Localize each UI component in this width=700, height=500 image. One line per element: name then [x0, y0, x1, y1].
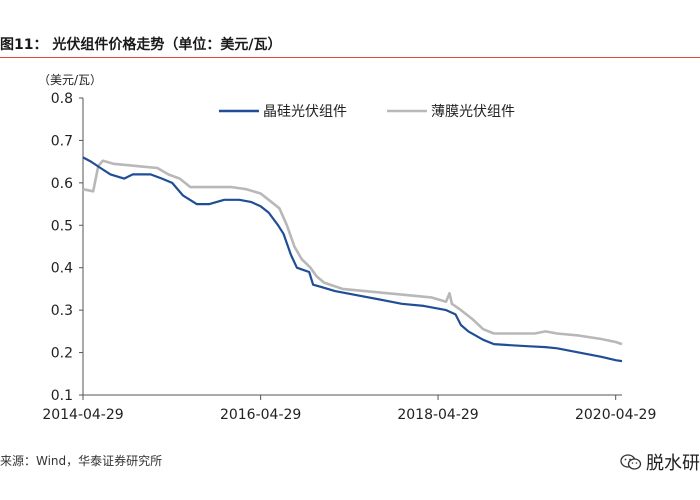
y-tick-label: 0.6: [51, 176, 73, 192]
y-tick-label: 0.4: [51, 261, 73, 277]
figure-title: 图11： 光伏组件价格走势（单位：美元/瓦）: [0, 37, 282, 53]
x-tick-label: 2014-04-29: [42, 407, 123, 423]
x-tick-label: 2016-04-29: [220, 407, 301, 423]
watermark: 脱水研: [620, 450, 700, 474]
y-tick-label: 0.8: [51, 91, 73, 107]
x-tick-label: 2020-04-29: [575, 407, 656, 423]
y-tick-label: 0.5: [51, 218, 73, 234]
series-line: [82, 159, 623, 346]
price-trend-chart: 0.1 0.2 0.3 0.4 0.5 0.6 0.7 0.8 （美元/瓦） 2014-04-29…: [38, 73, 656, 423]
title-divider: [0, 57, 700, 58]
y-tick-label: 0.2: [51, 346, 73, 362]
series-line: [82, 156, 623, 363]
x-tick-label: 2018-04-29: [397, 407, 478, 423]
watermark-text: 脱水研: [646, 453, 700, 474]
wechat-icon: [620, 454, 642, 470]
y-tick-label: 0.7: [51, 133, 73, 149]
y-tick-label: 0.3: [51, 303, 73, 319]
legend-label: 晶硅光伏组件: [263, 104, 347, 120]
legend-label: 薄膜光伏组件: [431, 104, 515, 120]
y-axis-label: （美元/瓦）: [38, 73, 102, 87]
figure-header: 图11： 光伏组件价格走势（单位：美元/瓦）: [0, 0, 700, 58]
y-tick-label: 0.1: [51, 388, 73, 404]
source-note: 来源：Wind，华泰证券研究所: [0, 454, 163, 468]
